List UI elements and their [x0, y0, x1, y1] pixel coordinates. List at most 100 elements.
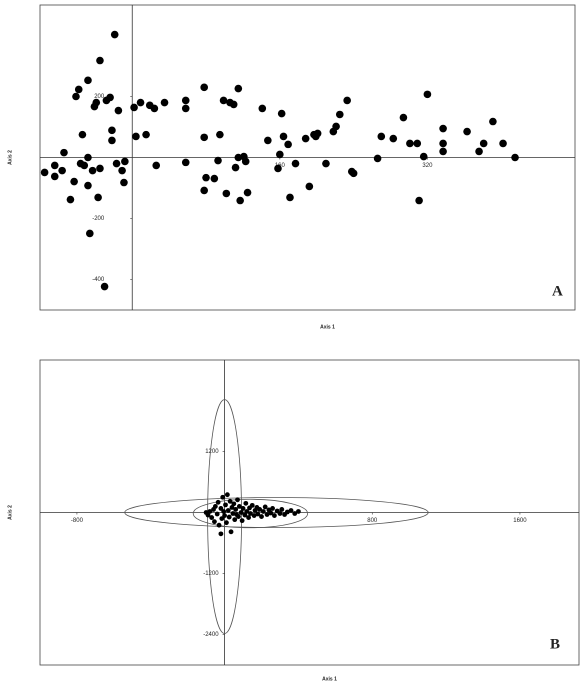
point [251, 513, 257, 518]
point [377, 132, 386, 141]
point [413, 139, 422, 148]
point [260, 509, 266, 514]
point [274, 164, 282, 173]
point [218, 506, 224, 511]
point [142, 130, 150, 139]
point [150, 104, 159, 113]
point [223, 502, 228, 508]
point [215, 499, 221, 505]
point [279, 507, 285, 512]
y-tick-label: 1200 [205, 449, 219, 455]
y-axis-label: Axis 2 [7, 505, 13, 520]
point [84, 181, 92, 190]
point [288, 508, 294, 513]
point [257, 507, 263, 512]
point [224, 520, 229, 526]
x-tick-label: -800 [71, 518, 84, 524]
point [227, 498, 233, 504]
y-tick-label: -200 [92, 216, 105, 222]
y-axis-label: Axis 2 [7, 150, 13, 165]
point [86, 229, 94, 238]
point [322, 159, 330, 168]
point [423, 90, 432, 99]
point [202, 173, 210, 182]
x-axis-label: Axis 1 [322, 676, 337, 682]
point [40, 168, 49, 177]
point [349, 169, 358, 178]
point [222, 513, 227, 518]
point [262, 504, 268, 510]
point [214, 156, 222, 165]
x-tick-label: 800 [367, 518, 378, 524]
point [244, 509, 250, 514]
point [118, 166, 126, 175]
point [226, 514, 232, 520]
point [209, 515, 215, 520]
point [239, 518, 245, 524]
point [234, 84, 243, 93]
point [243, 188, 252, 197]
point [249, 502, 255, 508]
y-tick-label: -400 [92, 277, 105, 283]
point [270, 506, 275, 511]
point [225, 508, 231, 513]
confidence-ellipse [124, 497, 429, 528]
point [475, 147, 483, 156]
point [439, 139, 447, 148]
point [415, 196, 423, 205]
point [272, 513, 277, 518]
point [230, 511, 236, 516]
point [243, 500, 249, 506]
point [228, 529, 234, 535]
point [70, 177, 78, 186]
point [236, 504, 242, 509]
point [232, 517, 238, 523]
point [489, 117, 497, 126]
point [216, 130, 224, 139]
point [399, 113, 408, 122]
point [277, 511, 283, 516]
panel-label: A [552, 283, 563, 299]
point [110, 30, 119, 39]
point [181, 96, 190, 105]
point [284, 509, 290, 515]
point [210, 174, 219, 183]
point [248, 511, 253, 516]
point [214, 511, 220, 517]
point [181, 104, 190, 113]
point [313, 129, 322, 138]
point [236, 196, 244, 205]
point [216, 522, 222, 528]
point [221, 509, 227, 514]
point [84, 76, 92, 85]
y-tick-label: 200 [94, 94, 105, 100]
point [229, 100, 238, 109]
point [108, 126, 116, 135]
point [84, 153, 92, 162]
point [152, 161, 161, 170]
point [259, 514, 264, 519]
point [120, 178, 128, 187]
point [229, 505, 235, 510]
point [264, 136, 272, 145]
point [335, 110, 344, 119]
point [88, 166, 97, 175]
point [419, 152, 428, 161]
point [296, 509, 301, 514]
point [279, 132, 288, 141]
point [203, 510, 209, 515]
point [80, 161, 89, 170]
point [94, 193, 102, 202]
point [276, 150, 284, 159]
point [439, 124, 447, 133]
point [108, 136, 116, 145]
point [242, 512, 248, 518]
point [219, 96, 228, 105]
point [264, 512, 270, 517]
point [121, 157, 129, 166]
point [305, 182, 314, 191]
point [78, 130, 87, 139]
point [200, 133, 208, 142]
point [479, 139, 488, 148]
